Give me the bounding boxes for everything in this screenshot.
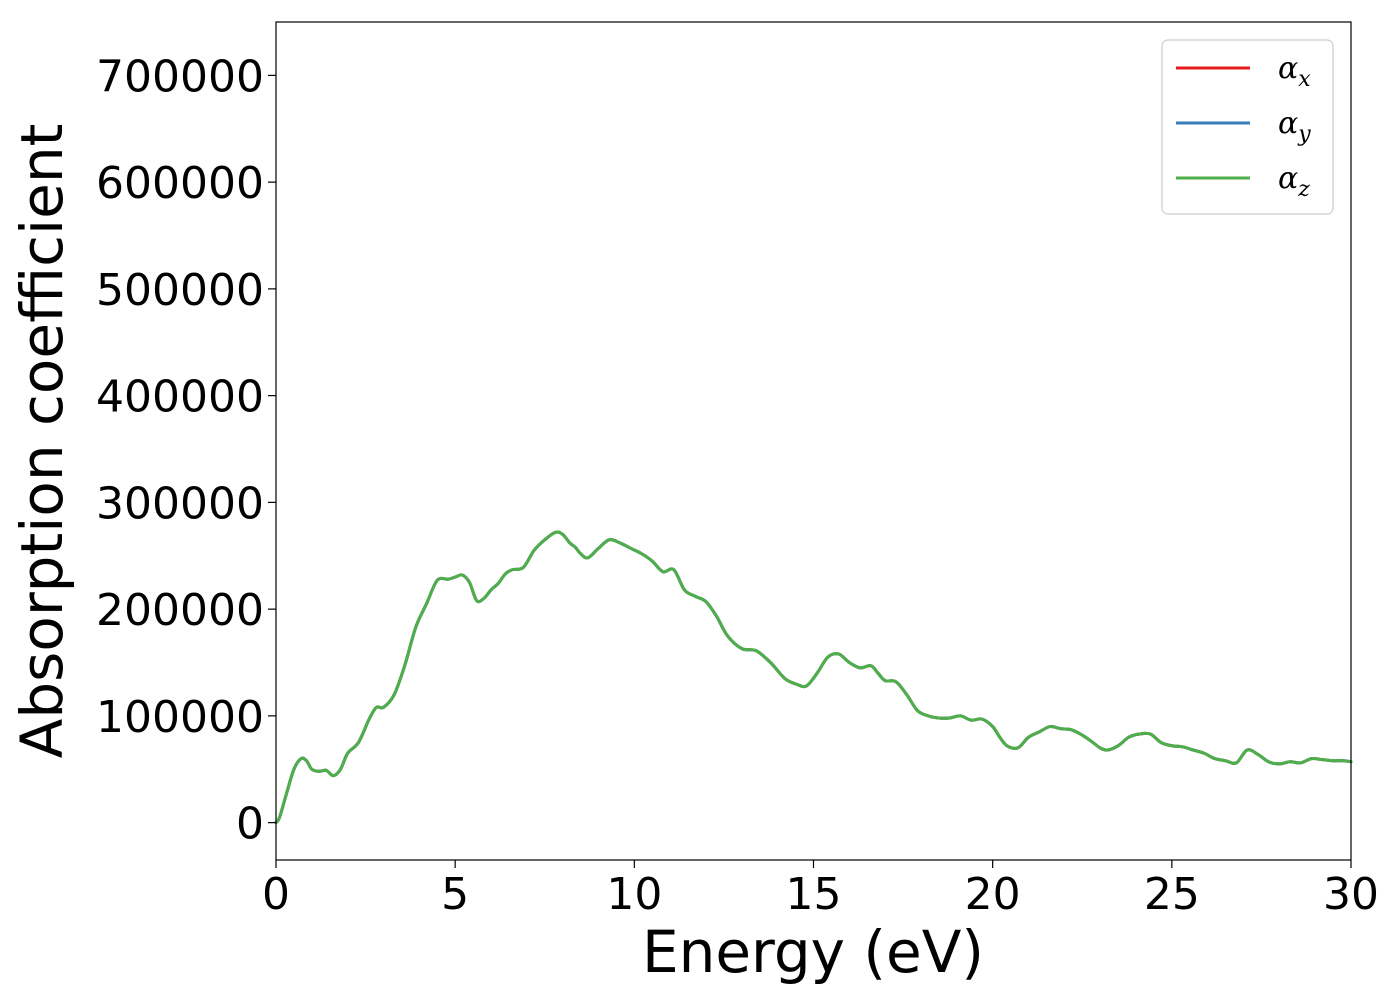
legend-label-alpha-z: αz <box>1278 161 1310 202</box>
y-tick-label: 0 <box>236 799 264 850</box>
x-tick-label: 5 <box>441 869 469 920</box>
y-axis: 0 100000 200000 300000 400000 500000 600000 700… <box>96 51 276 850</box>
legend-label-alpha-y: αy <box>1278 106 1311 147</box>
legend-subscript: y <box>1297 122 1311 147</box>
x-tick-label: 15 <box>786 869 842 920</box>
y-tick-label: 700000 <box>96 51 264 102</box>
y-tick-label: 300000 <box>96 478 264 529</box>
x-tick-label: 0 <box>262 869 290 920</box>
legend-subscript: z <box>1297 177 1310 202</box>
y-axis-title: Absorption coefficient <box>8 124 76 759</box>
y-tick-label: 400000 <box>96 372 264 423</box>
x-axis-title: Energy (eV) <box>642 918 984 986</box>
x-tick-label: 20 <box>965 869 1021 920</box>
legend-label-alpha-x: αx <box>1278 51 1311 92</box>
series-layer <box>274 530 1353 825</box>
y-tick-label: 600000 <box>96 158 264 209</box>
series-line-alpha-z <box>274 530 1353 825</box>
legend-subscript: x <box>1298 67 1311 92</box>
y-tick-label: 500000 <box>96 265 264 316</box>
legend-symbol: α <box>1278 51 1298 86</box>
legend-symbol: α <box>1278 106 1298 141</box>
legend-box <box>1161 39 1334 215</box>
y-tick-label: 100000 <box>96 692 264 743</box>
legend-symbol: α <box>1278 161 1298 196</box>
x-tick-label: 10 <box>606 869 662 920</box>
x-axis: 0 5 10 15 20 25 30 <box>262 860 1379 920</box>
x-tick-label: 25 <box>1144 869 1200 920</box>
y-tick-label: 200000 <box>96 585 264 636</box>
x-tick-label: 30 <box>1323 869 1379 920</box>
